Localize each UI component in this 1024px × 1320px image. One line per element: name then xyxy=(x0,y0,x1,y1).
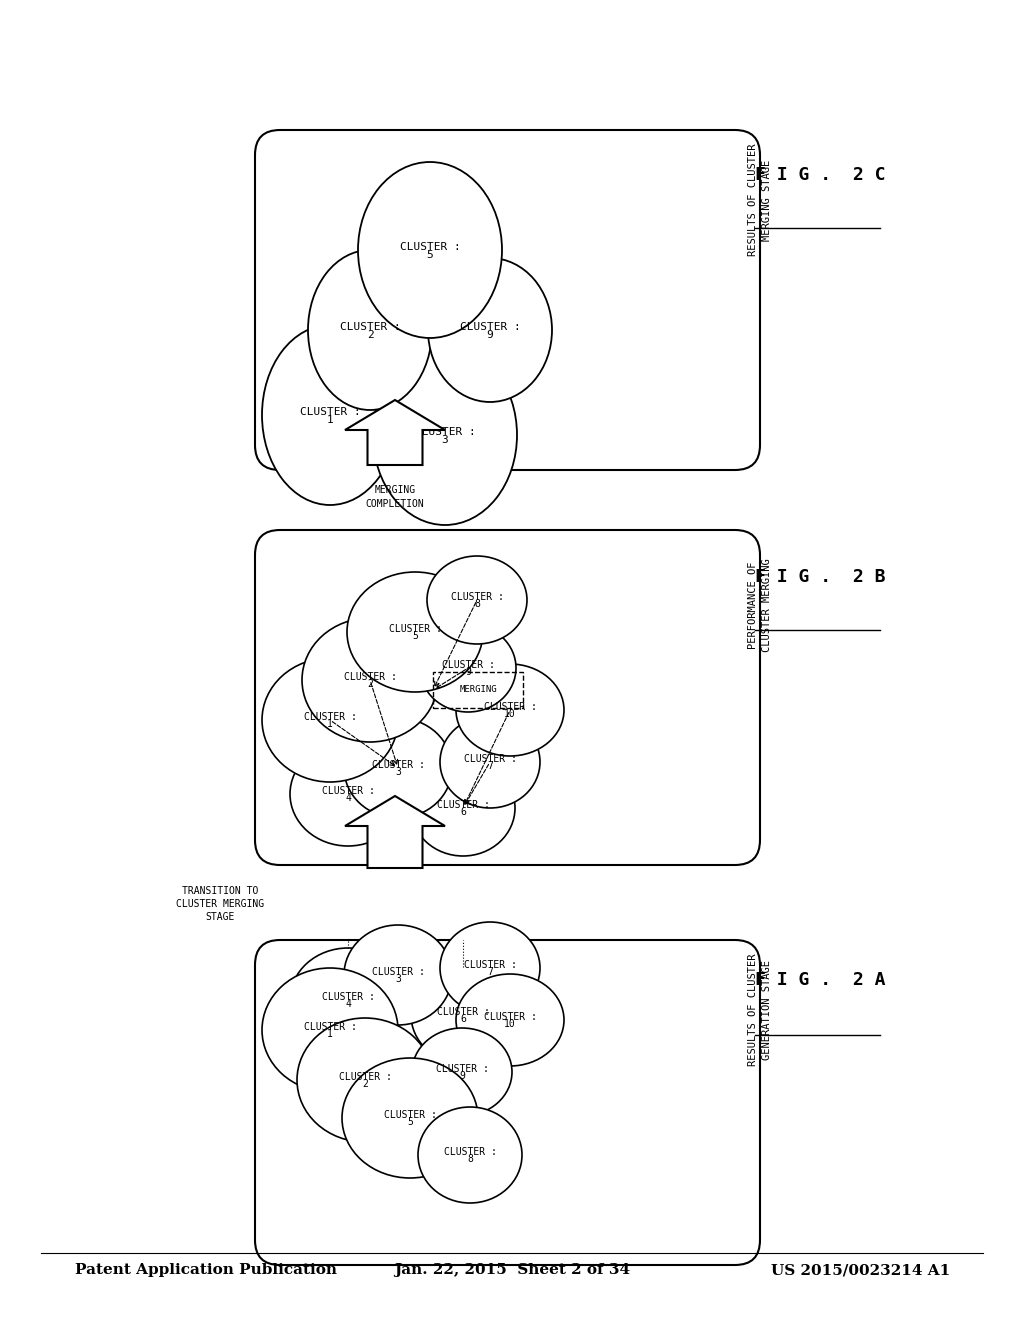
Text: 1: 1 xyxy=(327,414,334,425)
Ellipse shape xyxy=(308,249,432,411)
Text: PERFORMANCE OF
CLUSTER MERGING: PERFORMANCE OF CLUSTER MERGING xyxy=(748,558,772,652)
Text: US 2015/0023214 A1: US 2015/0023214 A1 xyxy=(771,1263,950,1276)
Ellipse shape xyxy=(456,974,564,1067)
Ellipse shape xyxy=(427,556,527,644)
Ellipse shape xyxy=(344,925,452,1026)
Text: F I G .  2 C: F I G . 2 C xyxy=(755,166,886,183)
Text: 3: 3 xyxy=(441,434,449,445)
Text: 7: 7 xyxy=(487,968,493,977)
Ellipse shape xyxy=(456,664,564,756)
Text: 6: 6 xyxy=(460,808,466,817)
Text: 1: 1 xyxy=(327,719,333,729)
Text: CLUSTER :: CLUSTER : xyxy=(451,593,504,602)
Text: CLUSTER :: CLUSTER : xyxy=(300,407,360,417)
Text: 9: 9 xyxy=(486,330,494,339)
Text: CLUSTER :: CLUSTER : xyxy=(435,1064,488,1074)
Text: CLUSTER :: CLUSTER : xyxy=(443,1147,497,1158)
Text: 5: 5 xyxy=(427,249,433,260)
Text: RESULTS OF CLUSTER
GENERATION STAGE: RESULTS OF CLUSTER GENERATION STAGE xyxy=(748,954,772,1067)
Text: MERGING
COMPLETION: MERGING COMPLETION xyxy=(366,486,424,508)
Text: CLUSTER :: CLUSTER : xyxy=(415,426,475,437)
Text: Jan. 22, 2015  Sheet 2 of 34: Jan. 22, 2015 Sheet 2 of 34 xyxy=(394,1263,630,1276)
Ellipse shape xyxy=(297,1018,433,1142)
FancyArrow shape xyxy=(345,796,445,869)
FancyBboxPatch shape xyxy=(255,531,760,865)
Text: 1: 1 xyxy=(327,1030,333,1039)
Text: CLUSTER :: CLUSTER : xyxy=(483,702,537,713)
Ellipse shape xyxy=(290,948,406,1052)
Text: RESULTS OF CLUSTER
MERGING STAGE: RESULTS OF CLUSTER MERGING STAGE xyxy=(748,144,772,256)
Text: 6: 6 xyxy=(460,1014,466,1024)
Text: CLUSTER :: CLUSTER : xyxy=(372,968,424,977)
Ellipse shape xyxy=(440,715,540,808)
Text: CLUSTER :: CLUSTER : xyxy=(344,672,396,682)
Ellipse shape xyxy=(373,345,517,525)
Text: 5: 5 xyxy=(408,1117,413,1127)
Text: CLUSTER :: CLUSTER : xyxy=(436,800,489,810)
Text: CLUSTER :: CLUSTER : xyxy=(372,760,424,770)
FancyBboxPatch shape xyxy=(255,940,760,1265)
Text: CLUSTER :: CLUSTER : xyxy=(399,242,461,252)
Text: CLUSTER :: CLUSTER : xyxy=(464,754,516,764)
Text: CLUSTER :: CLUSTER : xyxy=(339,1072,391,1082)
Text: CLUSTER :: CLUSTER : xyxy=(322,993,375,1002)
Text: 2: 2 xyxy=(367,330,374,339)
Text: 4: 4 xyxy=(345,999,351,1010)
Text: F I G .  2 B: F I G . 2 B xyxy=(755,568,886,586)
Text: 2: 2 xyxy=(367,680,373,689)
Ellipse shape xyxy=(412,1028,512,1115)
Text: CLUSTER :: CLUSTER : xyxy=(303,1022,356,1032)
Text: 10: 10 xyxy=(504,709,516,719)
Text: CLUSTER :: CLUSTER : xyxy=(464,960,516,970)
Text: F I G .  2 A: F I G . 2 A xyxy=(755,972,886,989)
Text: 4: 4 xyxy=(345,793,351,803)
Ellipse shape xyxy=(411,760,515,855)
Text: CLUSTER :: CLUSTER : xyxy=(303,713,356,722)
Text: 5: 5 xyxy=(412,631,418,642)
Ellipse shape xyxy=(262,325,398,506)
Text: 10: 10 xyxy=(504,1019,516,1030)
Text: 7: 7 xyxy=(487,762,493,771)
Text: 8: 8 xyxy=(467,1154,473,1164)
Text: MERGING: MERGING xyxy=(459,685,497,694)
Text: CLUSTER :: CLUSTER : xyxy=(460,322,520,331)
Ellipse shape xyxy=(342,1059,478,1177)
Text: TRANSITION TO
CLUSTER MERGING
STAGE: TRANSITION TO CLUSTER MERGING STAGE xyxy=(176,886,264,923)
Ellipse shape xyxy=(440,921,540,1014)
Ellipse shape xyxy=(420,624,516,711)
Ellipse shape xyxy=(358,162,502,338)
Ellipse shape xyxy=(347,572,483,692)
Text: 9: 9 xyxy=(459,1072,465,1081)
Ellipse shape xyxy=(344,718,452,818)
Bar xyxy=(433,672,523,708)
Text: CLUSTER :: CLUSTER : xyxy=(441,660,495,671)
Text: Patent Application Publication: Patent Application Publication xyxy=(75,1263,337,1276)
Ellipse shape xyxy=(262,657,398,781)
Ellipse shape xyxy=(290,742,406,846)
Ellipse shape xyxy=(428,257,552,403)
FancyBboxPatch shape xyxy=(255,129,760,470)
Ellipse shape xyxy=(262,968,398,1092)
Text: CLUSTER :: CLUSTER : xyxy=(322,787,375,796)
Ellipse shape xyxy=(302,618,438,742)
Text: CLUSTER :: CLUSTER : xyxy=(483,1012,537,1022)
Text: 3: 3 xyxy=(395,974,401,985)
Text: CLUSTER :: CLUSTER : xyxy=(436,1007,489,1018)
Text: 2: 2 xyxy=(362,1080,368,1089)
Text: 9: 9 xyxy=(465,667,471,677)
Text: 3: 3 xyxy=(395,767,401,777)
Text: CLUSTER :: CLUSTER : xyxy=(340,322,400,331)
FancyArrow shape xyxy=(345,400,445,465)
Ellipse shape xyxy=(418,1107,522,1203)
Ellipse shape xyxy=(411,968,515,1063)
Text: CLUSTER :: CLUSTER : xyxy=(388,624,441,634)
Text: CLUSTER :: CLUSTER : xyxy=(384,1110,436,1121)
Text: 8: 8 xyxy=(474,599,480,610)
